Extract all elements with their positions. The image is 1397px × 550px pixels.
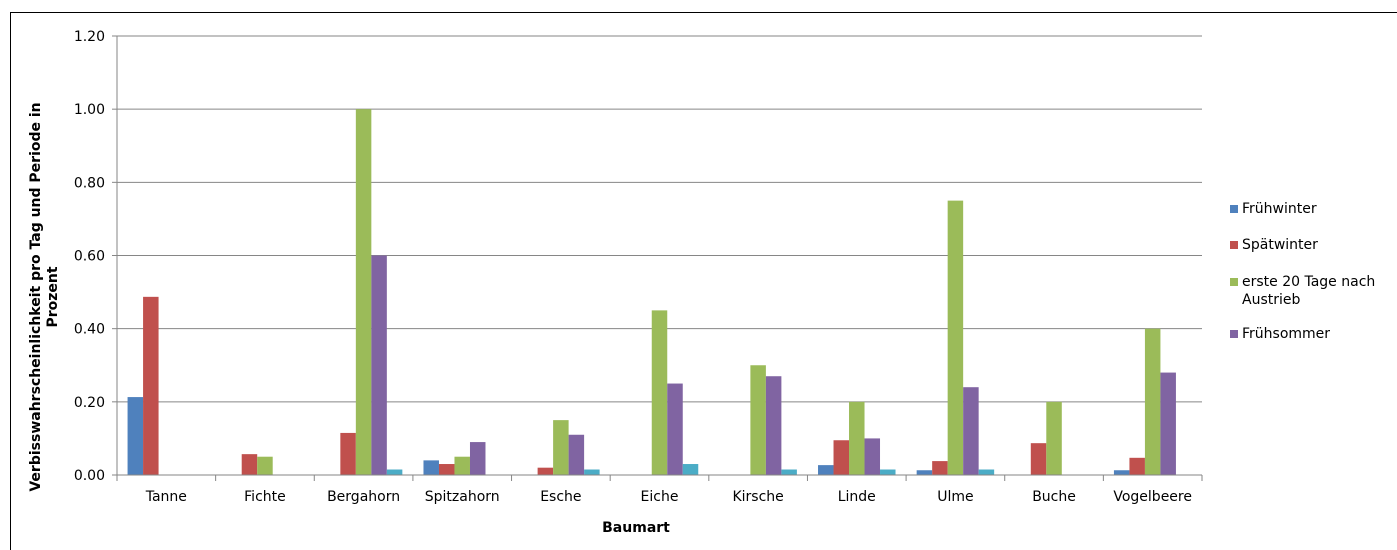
x-tick-label: Bergahorn	[327, 489, 400, 505]
bar	[880, 469, 896, 475]
x-axis-ticks: Tanne Fichte Bergahorn Spitzahorn Esche Eiche…	[145, 489, 1192, 505]
bar	[916, 470, 933, 475]
y-tick-label: 1.20	[74, 29, 105, 45]
bar	[257, 456, 273, 475]
x-axis-title: Baumart	[602, 520, 670, 536]
x-tick-label: Kirsche	[732, 489, 783, 505]
legend-label: Austrieb	[1242, 292, 1300, 308]
x-tick-label: Linde	[838, 489, 876, 505]
bar	[667, 383, 683, 475]
bar	[1160, 372, 1176, 475]
x-axis	[116, 36, 1203, 481]
bar	[1113, 470, 1130, 475]
bar	[553, 420, 569, 475]
bar	[963, 387, 979, 475]
bar	[469, 442, 486, 475]
legend-swatch	[1230, 241, 1238, 249]
y-tick-label: 0.40	[74, 322, 105, 338]
legend-swatch	[1230, 205, 1238, 213]
legend-swatch	[1230, 278, 1238, 286]
bar	[386, 469, 403, 475]
chart-frame	[10, 12, 1397, 550]
bar	[371, 255, 387, 475]
bars	[127, 109, 1176, 476]
y-tick-label: 0.80	[74, 175, 105, 191]
bar	[781, 469, 797, 475]
legend-label: erste 20 Tage nach	[1242, 274, 1375, 290]
bar	[978, 469, 995, 475]
bar	[750, 365, 766, 475]
bar	[340, 432, 356, 475]
bar	[143, 296, 159, 475]
y-tick-label: 0.60	[74, 249, 105, 265]
legend-label: Frühsommer	[1242, 326, 1330, 342]
y-tick-label: 0.20	[74, 395, 105, 411]
bar	[651, 310, 668, 475]
bar	[454, 456, 470, 475]
x-tick-label: Spitzahorn	[425, 489, 500, 505]
y-axis-title-line-1: Verbisswahrscheinlichkeit pro Tag und Pe…	[28, 102, 44, 491]
x-tick-label: Esche	[540, 489, 581, 505]
legend: Frühwinter Spätwinter erste 20 Tage nach Au…	[1230, 201, 1375, 342]
x-tick-label: Fichte	[244, 489, 286, 505]
bar	[127, 397, 144, 475]
x-tick-label: Eiche	[641, 489, 679, 505]
x-tick-label: Vogelbeere	[1113, 489, 1192, 505]
bar	[864, 438, 881, 475]
bar	[1030, 443, 1047, 475]
bar	[833, 440, 850, 475]
bar	[568, 434, 585, 475]
bar	[682, 464, 699, 475]
bar	[1129, 457, 1145, 475]
legend-label: Spätwinter	[1242, 237, 1318, 253]
bar	[818, 465, 834, 475]
bar	[765, 376, 782, 475]
y-tick-label: 0.00	[74, 468, 105, 484]
bar	[438, 464, 455, 475]
bar	[1144, 328, 1161, 475]
bar	[849, 401, 865, 475]
bar	[584, 469, 600, 475]
legend-swatch	[1230, 330, 1238, 338]
legend-label: Frühwinter	[1242, 201, 1317, 217]
x-tick-label: Ulme	[937, 489, 973, 505]
bar	[355, 109, 372, 476]
bar	[932, 461, 948, 475]
bar	[537, 467, 554, 475]
bar	[947, 200, 964, 475]
bar	[423, 460, 439, 475]
bar	[1046, 401, 1062, 475]
bar	[241, 454, 258, 475]
y-axis-ticks: 0.00 0.20 0.40 0.60 0.80 1.00 1.20	[74, 29, 117, 484]
y-axis-title-line-2: Prozent	[45, 266, 61, 327]
x-tick-label: Buche	[1032, 489, 1076, 505]
y-tick-label: 1.00	[74, 102, 105, 118]
x-tick-label: Tanne	[145, 489, 187, 505]
